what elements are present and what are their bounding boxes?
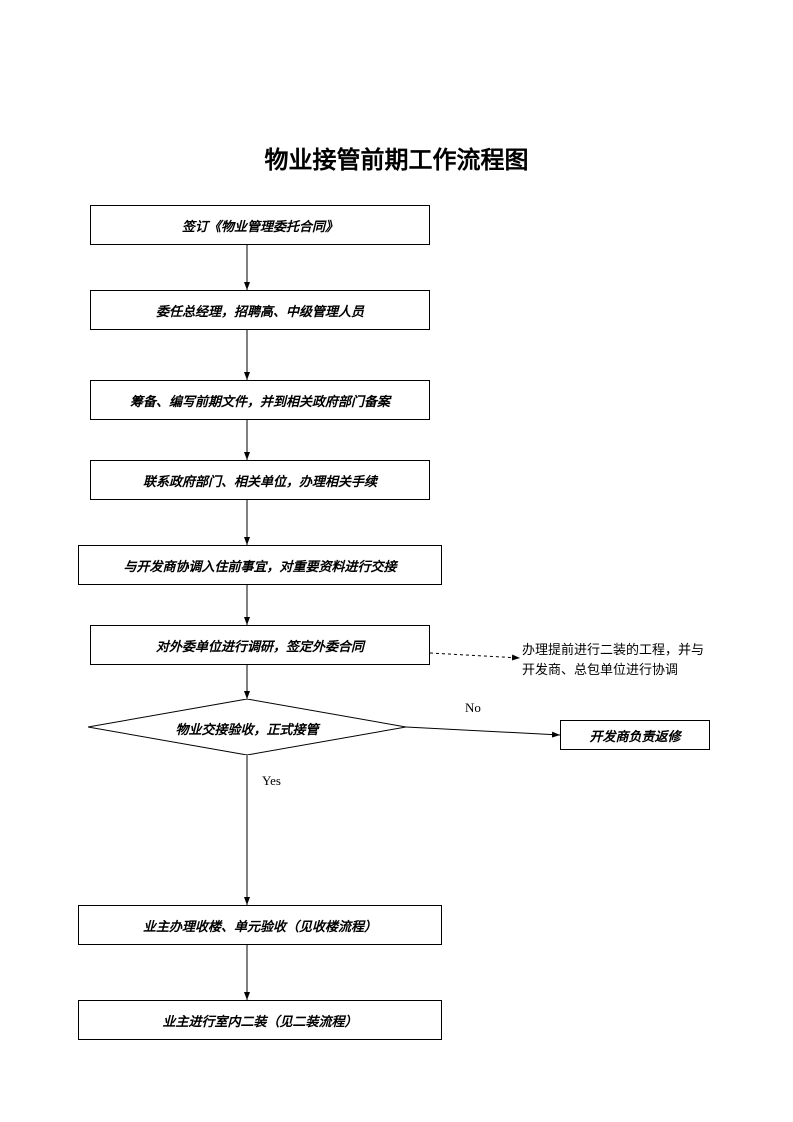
node-developer-repair: 开发商负责返修 bbox=[560, 720, 710, 750]
node-coordinate-developer: 与开发商协调入住前事宜，对重要资料进行交接 bbox=[78, 545, 442, 585]
node-contact-government: 联系政府部门、相关单位，办理相关手续 bbox=[90, 460, 430, 500]
node-appoint-manager: 委任总经理，招聘高、中级管理人员 bbox=[90, 290, 430, 330]
decision-acceptance: 物业交接验收，正式接管 bbox=[88, 699, 406, 755]
node-sign-contract: 签订《物业管理委托合同》 bbox=[90, 205, 430, 245]
edge-label-no: No bbox=[465, 700, 481, 716]
side-note: 办理提前进行二装的工程，并与开发商、总包单位进行协调 bbox=[522, 640, 712, 679]
node-prepare-documents: 筹备、编写前期文件，并到相关政府部门备案 bbox=[90, 380, 430, 420]
node-owner-acceptance: 业主办理收楼、单元验收（见收楼流程） bbox=[78, 905, 442, 945]
decision-label: 物业交接验收，正式接管 bbox=[88, 719, 406, 738]
node-owner-renovation: 业主进行室内二装（见二装流程） bbox=[78, 1000, 442, 1040]
node-outsource-survey: 对外委单位进行调研，签定外委合同 bbox=[90, 625, 430, 665]
page: 物业接管前期工作流程图 签订《物业管理委托合同》 委任总经理，招聘高、中级管理人… bbox=[0, 0, 793, 1122]
edge-label-yes: Yes bbox=[262, 773, 281, 789]
page-title: 物业接管前期工作流程图 bbox=[0, 140, 793, 175]
